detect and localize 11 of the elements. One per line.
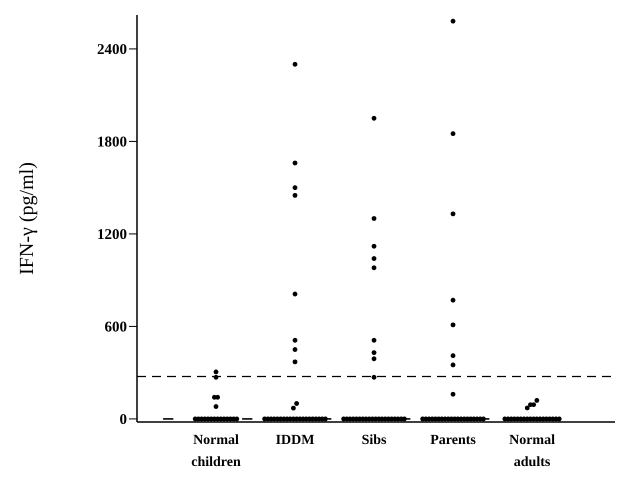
y-tick-label: 2400: [97, 42, 127, 58]
x-tick-label: Sibs: [362, 433, 388, 448]
y-tick-label: 1800: [97, 134, 127, 151]
y-tick-label: 1200: [97, 227, 127, 244]
x-tick-label: Parents: [430, 433, 476, 448]
x-tick-label: IDDM: [276, 433, 314, 448]
y-tick-label: 0: [120, 412, 127, 428]
y-axis-title: IFN-γ (pg/ml): [16, 162, 38, 275]
y-tick-label: 600: [104, 320, 127, 336]
x-tick-label: Normal children: [191, 433, 241, 470]
x-tick-label: Normal adults: [509, 433, 556, 470]
